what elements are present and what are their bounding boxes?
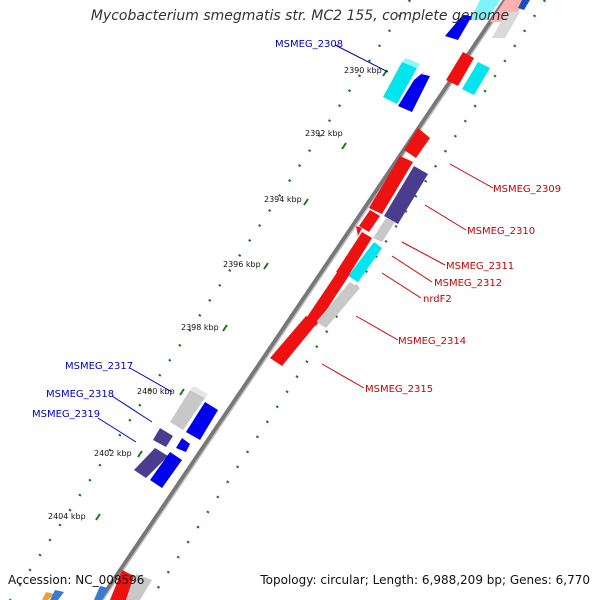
- gene-feature-bottom-blue2: [94, 586, 108, 600]
- tick-labels: 2390 kbp 2392 kbp 2394 kbp 2396 kbp 2398…: [48, 66, 382, 521]
- tick-label: 2400 kbp: [137, 387, 175, 396]
- gene-feature-gray-2317-top: [190, 386, 208, 398]
- tick-mark: [222, 324, 228, 332]
- leader-line: [129, 367, 173, 393]
- gene-feature-red-2315: [270, 316, 318, 366]
- gene-labels: MSMEG_2308 MSMEG_2309 MSMEG_2310 MSMEG_2…: [32, 39, 561, 420]
- gene-label-msmeg-2317[interactable]: MSMEG_2317: [65, 361, 133, 372]
- gene-feature-purple-2319: [134, 448, 168, 478]
- gene-label-msmeg-2319[interactable]: MSMEG_2319: [32, 409, 100, 420]
- gene-feature-blue-2318: [176, 438, 190, 452]
- gene-label-msmeg-2311[interactable]: MSMEG_2311: [446, 261, 514, 272]
- tick-mark: [303, 198, 309, 206]
- gene-feature-top-blue: [445, 16, 472, 40]
- gene-feature-top-red: [490, 0, 525, 22]
- leader-line: [355, 315, 399, 341]
- gene-feature-gray-2314: [316, 282, 360, 328]
- gene-feature-red-2314: [305, 268, 350, 326]
- gene-label-msmeg-2315[interactable]: MSMEG_2315: [365, 384, 433, 395]
- leader-line: [321, 363, 365, 389]
- tick-label: 2396 kbp: [223, 260, 261, 269]
- leader-line: [391, 255, 433, 283]
- gene-feature-blue-2319: [150, 452, 182, 488]
- gene-feature-red-nrdF2: [336, 232, 372, 278]
- gene-feature-red-top: [446, 52, 474, 86]
- tick-mark: [179, 388, 185, 396]
- genome-backbone: [98, 0, 507, 600]
- gene-feature-top-cyan: [470, 0, 500, 20]
- tick-label: 2402 kbp: [94, 449, 132, 458]
- gene-label-msmeg-2308[interactable]: MSMEG_2308: [275, 39, 343, 50]
- leader-line: [111, 395, 153, 423]
- leader-line: [97, 417, 137, 443]
- genome-backbone-shadow: [102, 0, 509, 600]
- genome-summary: Topology: circular; Length: 6,988,209 bp…: [260, 573, 590, 587]
- gene-label-msmeg-2310[interactable]: MSMEG_2310: [467, 226, 535, 237]
- gene-feature-bottom-red: [110, 570, 134, 600]
- gene-feature-bottom-orange: [42, 592, 54, 600]
- leader-line: [401, 241, 446, 266]
- gene-feature-gray-2317: [170, 390, 205, 430]
- gene-feature-bottom-blue: [50, 590, 64, 600]
- gene-feature-top-gray: [492, 12, 520, 38]
- gene-feature-top-blue2: [518, 0, 530, 10]
- tick-mark: [95, 513, 101, 521]
- gene-feature-bottom-gray: [126, 574, 152, 600]
- outer-dotted-ring: [8, 0, 412, 600]
- leader-line: [449, 163, 494, 189]
- gene-feature-cyan-top: [462, 62, 490, 95]
- tick-label: 2390 kbp: [344, 66, 382, 75]
- leader-line: [424, 204, 467, 231]
- leader-line: [381, 272, 422, 299]
- gene-label-msmeg-2318[interactable]: MSMEG_2318: [46, 389, 114, 400]
- gene-feature-blue-2308: [398, 74, 430, 112]
- tick-label: 2392 kbp: [305, 129, 343, 138]
- gene-feature-cyan-nrdF2: [348, 242, 382, 282]
- gene-feature-red-2309b: [369, 156, 413, 214]
- tick-label: 2404 kbp: [48, 512, 86, 521]
- map-title: Mycobacterium smegmatis str. MC2 155, co…: [90, 8, 510, 24]
- leader-line: [334, 44, 389, 73]
- gene-feature-gray-2312: [373, 218, 395, 242]
- gene-label-nrdf2[interactable]: nrdF2: [423, 294, 452, 305]
- gene-feature-blue-2308-top: [414, 71, 426, 80]
- gene-feature-red-2311-small: [356, 226, 362, 236]
- gene-feature-blue-2317: [186, 402, 218, 440]
- feature-group-top: [445, 0, 530, 40]
- feature-group-bottom: [42, 570, 152, 600]
- tick-mark: [263, 262, 269, 270]
- gene-feature-red-2309a: [404, 128, 430, 158]
- accession-label: Accession: NC_008596: [8, 573, 145, 587]
- tick-label: 2398 kbp: [181, 323, 219, 332]
- forward-strand-features: [134, 58, 430, 488]
- gene-label-msmeg-2309[interactable]: MSMEG_2309: [493, 184, 561, 195]
- leader-lines: [97, 44, 494, 443]
- tick-mark: [341, 142, 347, 150]
- gene-feature-purple-2310: [384, 166, 428, 224]
- gene-label-msmeg-2314[interactable]: MSMEG_2314: [398, 336, 466, 347]
- gene-feature-purple-2318: [153, 428, 173, 447]
- tick-label: 2394 kbp: [264, 195, 302, 204]
- gene-feature-red-2311: [359, 210, 380, 232]
- gene-feature-cyan-2308: [383, 62, 417, 104]
- reverse-strand-features: [270, 52, 490, 366]
- gene-feature-cyan-2308-top: [402, 58, 420, 68]
- gene-label-msmeg-2312[interactable]: MSMEG_2312: [434, 278, 502, 289]
- tick-mark: [137, 450, 143, 458]
